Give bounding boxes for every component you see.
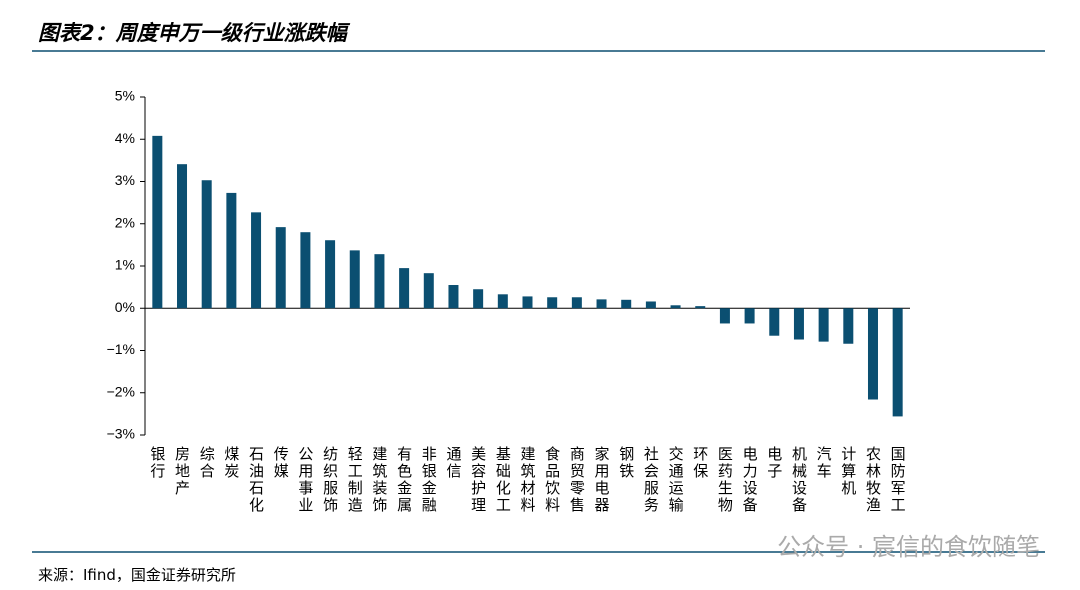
bar [621, 299, 632, 309]
bar [399, 268, 410, 309]
bar [818, 308, 829, 342]
bar [448, 285, 459, 309]
bar [867, 308, 878, 400]
x-tick-label: 非银金融 [420, 446, 438, 514]
y-tick-label: 5% [115, 88, 135, 104]
x-tick-label: 综合 [198, 446, 216, 480]
x-tick-label: 建筑装饰 [370, 446, 388, 514]
x-tick-label: 公用事业 [296, 446, 314, 514]
bar [349, 250, 360, 309]
x-tick-label: 煤炭 [222, 446, 240, 480]
x-tick-label: 房地产 [173, 446, 191, 497]
bar [177, 164, 188, 309]
bar [201, 180, 212, 309]
bar [719, 308, 730, 324]
y-tick-label: 1% [115, 257, 135, 273]
x-tick-label: 商贸零售 [568, 446, 586, 514]
y-tick-label: 3% [115, 172, 135, 188]
x-tick-label: 电力设备 [741, 446, 759, 514]
bar [769, 308, 780, 336]
x-tick-label: 汽车 [815, 446, 833, 480]
x-tick-label: 基础化工 [494, 446, 512, 514]
bar [226, 192, 237, 309]
x-tick-label: 环保 [691, 446, 709, 480]
x-tick-label: 家用电器 [593, 446, 611, 514]
bar [596, 299, 607, 309]
bar [645, 301, 656, 309]
x-tick-label: 纺织服饰 [321, 446, 339, 514]
bar [275, 227, 286, 309]
x-tick-label: 国防军工 [889, 446, 907, 514]
bar [152, 135, 163, 309]
x-tick-label: 电子 [765, 446, 783, 480]
chart-title: 图表2：周度申万一级行业涨跌幅 [38, 21, 351, 45]
x-tick-label: 美容护理 [469, 446, 487, 514]
x-tick-label: 石油石化 [247, 446, 265, 514]
source-note: 来源：Ifind，国金证券研究所 [38, 566, 236, 584]
x-tick-label: 食品饮料 [543, 446, 561, 514]
x-tick-label: 农林牧渔 [864, 446, 882, 514]
bar [744, 308, 755, 324]
bar [695, 306, 706, 309]
x-tick-label: 有色金属 [395, 446, 413, 514]
x-tick-label: 社会服务 [642, 446, 660, 514]
bar [251, 212, 262, 309]
y-tick-label: −2% [107, 383, 135, 399]
bar [300, 232, 311, 309]
x-tick-label: 医药生物 [716, 446, 734, 514]
bar [843, 308, 854, 344]
bar [423, 273, 434, 309]
bar [473, 289, 484, 309]
watermark: 公众号 · 宸信的食饮随笔 [777, 533, 1040, 561]
y-tick-label: 4% [115, 130, 135, 146]
x-tick-label: 交通运输 [667, 445, 685, 514]
x-tick-label: 计算机 [839, 446, 857, 497]
bar [571, 297, 582, 309]
x-tick-label: 建筑材料 [519, 446, 537, 514]
bar [497, 294, 508, 309]
bar [522, 296, 533, 309]
y-tick-label: 0% [115, 299, 135, 315]
x-tick-label: 银行 [148, 446, 166, 480]
x-tick-label: 传媒 [272, 446, 290, 480]
bar [793, 308, 804, 340]
bar [325, 240, 336, 309]
bar [547, 297, 558, 309]
y-tick-label: −3% [107, 426, 135, 442]
x-tick-label: 轻工制造 [346, 446, 364, 514]
x-tick-label: 机械设备 [790, 446, 808, 514]
bar [892, 308, 903, 417]
bar [670, 305, 681, 309]
y-tick-label: −1% [107, 341, 135, 357]
bar [374, 254, 385, 309]
x-tick-label: 钢铁 [617, 446, 635, 480]
y-tick-label: 2% [115, 214, 135, 230]
x-tick-label: 通信 [444, 446, 462, 480]
